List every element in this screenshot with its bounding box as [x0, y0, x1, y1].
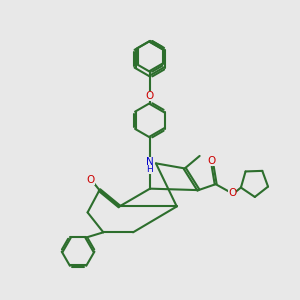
Text: O: O — [86, 175, 95, 185]
Text: O: O — [228, 188, 236, 198]
Text: H: H — [146, 165, 153, 174]
Text: O: O — [207, 156, 215, 166]
Text: O: O — [146, 91, 154, 101]
Text: N: N — [146, 157, 153, 167]
